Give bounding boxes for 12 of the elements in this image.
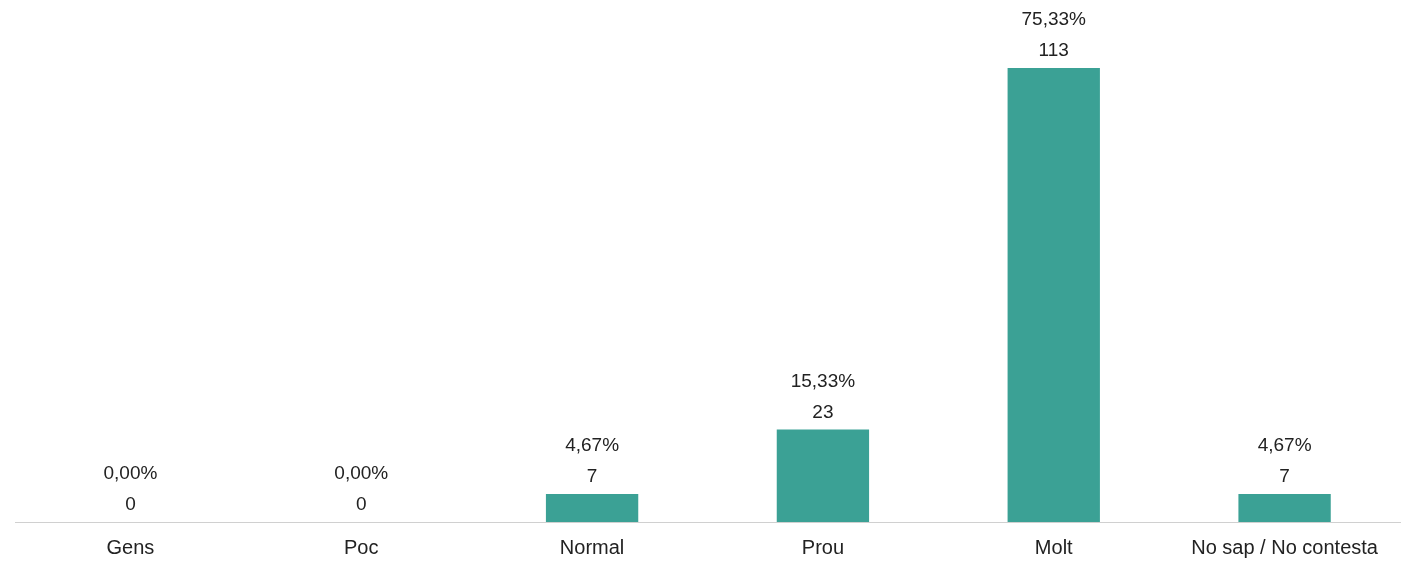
data-label: 75,33% 113: [1021, 8, 1087, 60]
data-label: 0,00% 0: [103, 462, 158, 514]
data-label: 4,67% 7: [1257, 433, 1312, 486]
x-tick-label: No sap / No contesta: [1191, 535, 1379, 558]
data-label: 4,67% 7: [565, 433, 620, 486]
x-tick-label: Molt: [1034, 535, 1074, 558]
data-label: 15,33% 23: [790, 369, 856, 422]
data-label: 0,00% 0: [334, 462, 389, 514]
x-tick-label: Normal: [559, 535, 625, 558]
x-tick-label: Prou: [801, 535, 845, 558]
x-tick-label: Poc: [344, 535, 379, 558]
x-tick-label: Gens: [106, 535, 155, 558]
